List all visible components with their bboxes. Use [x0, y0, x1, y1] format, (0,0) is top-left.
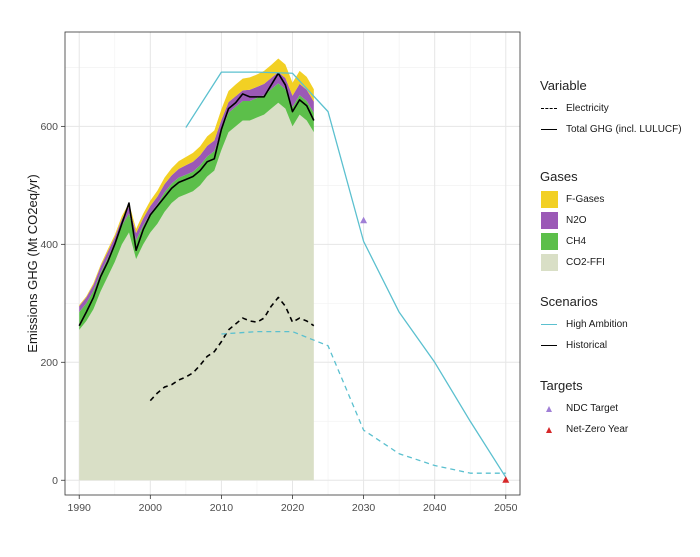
x-tick-label: 2010	[210, 502, 234, 514]
triangle-icon	[546, 405, 552, 412]
line-historical-electricity	[149, 296, 315, 402]
legend-label: NDC Target	[566, 403, 619, 414]
dashed-line-swatch	[541, 108, 557, 109]
line-high-ambition-electricity	[221, 330, 506, 474]
legend-title: Variable	[540, 78, 587, 93]
color-swatch	[540, 191, 558, 208]
area-co2-ffi	[79, 102, 314, 481]
legend-title: Gases	[540, 169, 578, 184]
legend-label: High Ambition	[566, 319, 628, 330]
x-tick-label: 2030	[352, 502, 376, 514]
legend-title: Scenarios	[540, 294, 598, 309]
legend-gases: Gases F-Gases N2O CH4 CO2-FFI	[540, 169, 605, 273]
y-axis-label: Emissions GHG (Mt CO2eq/yr)	[25, 174, 40, 352]
y-tick-label: 400	[40, 239, 58, 251]
color-swatch	[540, 254, 558, 271]
legend-item-n2o: N2O	[540, 210, 605, 231]
legend-label: Net-Zero Year	[566, 424, 629, 435]
legend-label: Total GHG (incl. LULUCF)	[566, 124, 682, 135]
line-historical-total-ghg	[78, 72, 315, 327]
legend-item-net-zero-year: Net-Zero Year	[540, 419, 628, 440]
triangle-icon	[546, 426, 552, 433]
line-swatch	[541, 324, 557, 325]
axes: 1990 2000 2010 2020 2030 2040 2050 0 200 400 600	[40, 121, 517, 514]
color-swatch	[540, 212, 558, 229]
area-ch4	[79, 83, 314, 330]
legend-item-co2-ffi: CO2-FFI	[540, 252, 605, 273]
y-tick-label: 0	[52, 475, 58, 487]
legend-title: Targets	[540, 378, 583, 393]
y-tick-label: 600	[40, 121, 58, 133]
legend-label: N2O	[566, 215, 587, 226]
x-tick-label: 2050	[494, 502, 518, 514]
series-lines	[78, 71, 507, 478]
legend-label: F-Gases	[566, 194, 605, 205]
target-markers	[360, 216, 510, 483]
legend-variable: Variable Electricity Total GHG (incl. LU…	[540, 78, 682, 140]
x-tick-label: 2000	[139, 502, 163, 514]
marker-net-zero-year	[502, 476, 510, 483]
line-high-ambition-total-ghg	[185, 71, 507, 478]
x-tick-label: 2020	[281, 502, 305, 514]
line-swatch	[541, 345, 557, 346]
legend-label: CO2-FFI	[566, 257, 605, 268]
y-tick-label: 200	[40, 357, 58, 369]
legend-item-historical: Historical	[540, 335, 628, 356]
legend-item-ndc-target: NDC Target	[540, 398, 628, 419]
legend-targets: Targets NDC Target Net-Zero Year	[540, 378, 628, 440]
color-swatch	[540, 233, 558, 250]
legend-item-electricity: Electricity	[540, 98, 682, 119]
area-n2o	[79, 72, 314, 313]
x-tick-label: 2040	[423, 502, 447, 514]
solid-line-swatch	[541, 129, 557, 130]
legend-scenarios: Scenarios High Ambition Historical	[540, 294, 628, 356]
legend-item-ch4: CH4	[540, 231, 605, 252]
marker-ndc-target	[360, 216, 368, 224]
legend-label: Electricity	[566, 103, 609, 114]
stacked-areas	[79, 58, 314, 481]
area-f-gases	[79, 58, 314, 307]
legend-label: CH4	[566, 236, 587, 247]
legend-item-high-ambition: High Ambition	[540, 314, 628, 335]
legend-item-total-ghg: Total GHG (incl. LULUCF)	[540, 119, 682, 140]
x-tick-label: 1990	[68, 502, 92, 514]
legend-item-f-gases: F-Gases	[540, 189, 605, 210]
legend-label: Historical	[566, 340, 608, 351]
